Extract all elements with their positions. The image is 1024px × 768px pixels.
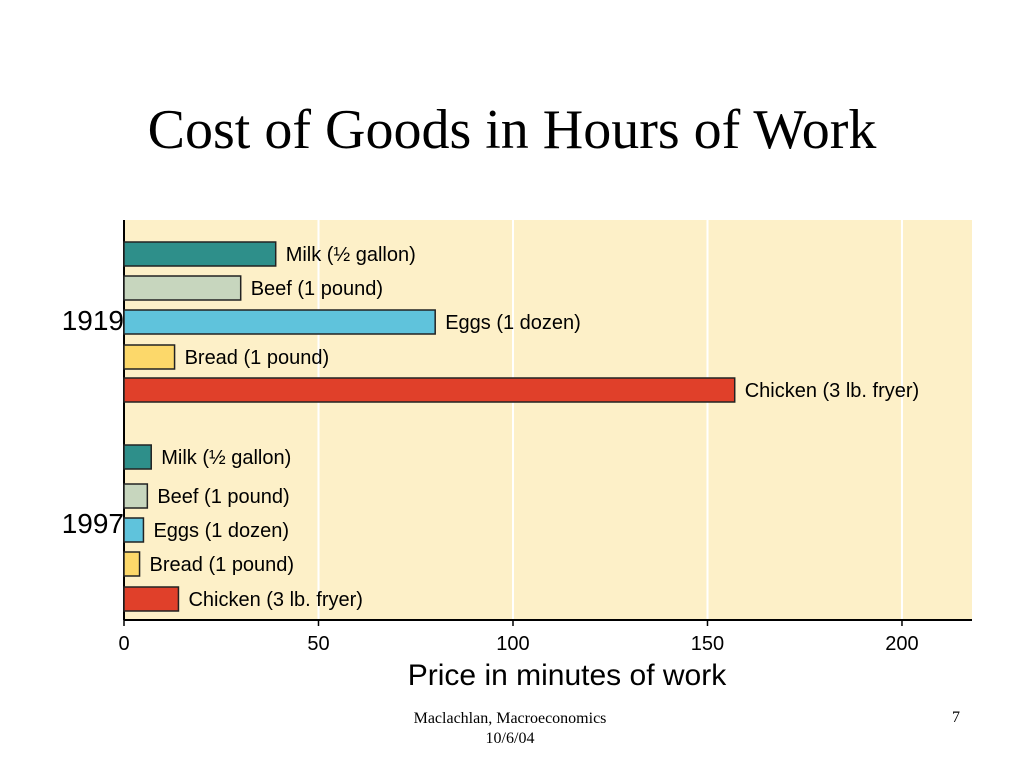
bar bbox=[123, 309, 436, 335]
bar bbox=[123, 377, 736, 403]
bar-label: Eggs (1 dozen) bbox=[153, 520, 289, 542]
bar bbox=[123, 517, 145, 543]
bar-label: Chicken (3 lb. fryer) bbox=[745, 380, 920, 402]
bar bbox=[123, 275, 242, 301]
x-tick-label: 50 bbox=[307, 633, 329, 655]
x-tick-label: 0 bbox=[118, 633, 129, 655]
bar-label: Milk (½ gallon) bbox=[161, 447, 291, 469]
bar-label: Beef (1 pound) bbox=[251, 278, 383, 300]
x-axis-label: Price in minutes of work bbox=[408, 659, 727, 692]
x-tick-label: 100 bbox=[496, 633, 529, 655]
footer-date: 10/6/04 bbox=[485, 730, 535, 747]
bar-label: Chicken (3 lb. fryer) bbox=[188, 589, 363, 611]
group-label-1919: 1919 bbox=[62, 305, 124, 336]
bar-label: Eggs (1 dozen) bbox=[445, 312, 581, 334]
page-number: 7 bbox=[952, 709, 960, 726]
bar-label: Bread (1 pound) bbox=[150, 554, 295, 576]
footer-author: Maclachlan, Macroeconomics bbox=[413, 710, 607, 727]
plot-area bbox=[124, 220, 972, 620]
bar bbox=[123, 551, 141, 577]
group-label-1997: 1997 bbox=[62, 508, 124, 539]
bar bbox=[123, 483, 149, 509]
bar bbox=[123, 344, 176, 370]
bar bbox=[123, 586, 180, 612]
bar-label: Bread (1 pound) bbox=[185, 347, 330, 369]
bar bbox=[123, 241, 277, 267]
bar bbox=[123, 444, 152, 470]
x-tick-label: 200 bbox=[885, 633, 918, 655]
slide-title: Cost of Goods in Hours of Work bbox=[147, 99, 877, 161]
bar-label: Beef (1 pound) bbox=[157, 486, 289, 508]
footer: Maclachlan, Macroeconomics 10/6/04 bbox=[360, 709, 660, 749]
x-tick-label: 150 bbox=[691, 633, 724, 655]
bar-label: Milk (½ gallon) bbox=[286, 244, 416, 266]
